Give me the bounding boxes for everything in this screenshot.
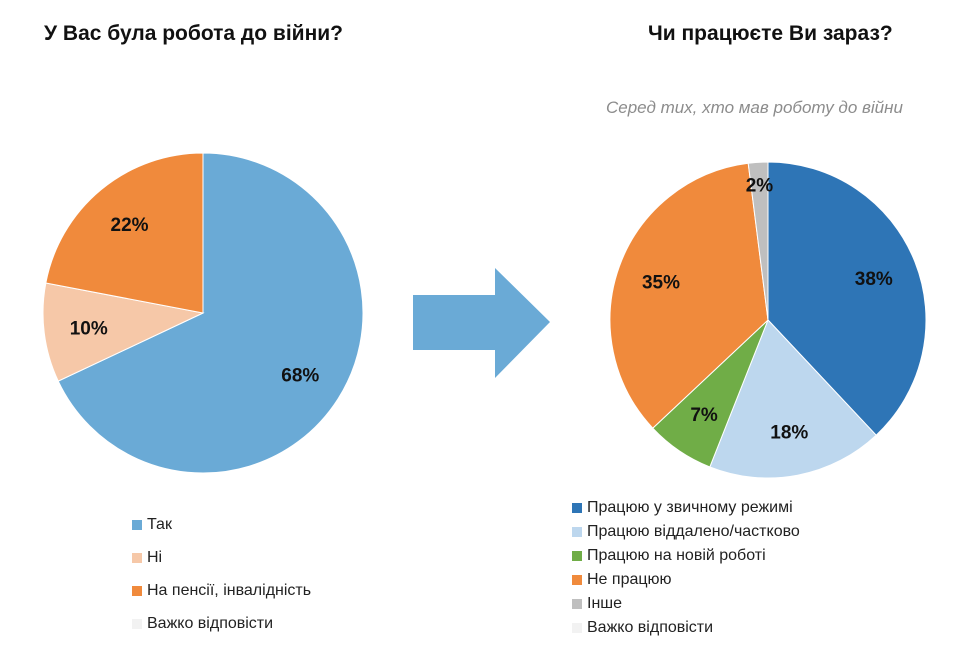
- legend-swatch: [572, 599, 582, 609]
- data-label: 10%: [70, 318, 108, 339]
- legend-label: Важко відповісти: [147, 614, 274, 632]
- left-legend: Так Ні На пенсії, інвалідність Важко відпов…: [132, 508, 311, 640]
- legend-swatch: [572, 503, 582, 513]
- legend-label: Ні: [147, 548, 163, 566]
- pie-slice: [609, 162, 769, 429]
- legend-swatch: [572, 527, 582, 537]
- pie-slice: [767, 161, 927, 436]
- legend-label: Не працюю: [587, 571, 672, 588]
- legend-swatch: [132, 585, 142, 596]
- legend-label: Важко відповісти: [587, 619, 714, 636]
- left-chart-title: У Вас була робота до війни?: [44, 22, 344, 45]
- legend-item: Працюю віддалено/частково: [572, 520, 800, 544]
- right-legend: Працюю у звичному режимі Працюю віддалено…: [572, 496, 800, 640]
- legend-swatch: [132, 552, 142, 563]
- right-chart-subtitle: Серед тих, хто мав роботу до війни: [606, 98, 903, 117]
- arrow-icon: [413, 268, 550, 378]
- legend-swatch: [572, 551, 582, 561]
- legend-item: Працюю на новій роботі: [572, 544, 800, 568]
- data-label: 22%: [111, 215, 149, 236]
- data-label: 38%: [855, 269, 893, 290]
- data-label: 18%: [770, 423, 808, 444]
- legend-label: Так: [147, 515, 172, 533]
- legend-item: Інше: [572, 592, 800, 616]
- legend-label: Працюю на новій роботі: [587, 547, 766, 564]
- legend-label: На пенсії, інвалідність: [147, 581, 312, 599]
- pie-slice: [747, 161, 769, 321]
- left-pie: 68% 10% 22%: [42, 152, 364, 474]
- legend-swatch: [132, 519, 142, 530]
- legend-label: Працюю віддалено/частково: [587, 523, 800, 540]
- data-label: 2%: [746, 175, 774, 196]
- legend-item: На пенсії, інвалідність: [132, 574, 311, 607]
- data-label: 35%: [642, 272, 680, 293]
- data-label: 68%: [281, 366, 319, 387]
- legend-item: Так: [132, 508, 311, 541]
- legend-item: Ні: [132, 541, 311, 574]
- legend-swatch: [572, 575, 582, 585]
- right-pie: 38% 18% 7% 35% 2%: [609, 161, 927, 479]
- pie-slice: [57, 152, 364, 474]
- legend-label: Працюю у звичному режимі: [587, 499, 793, 516]
- legend-item: Важко відповісти: [132, 607, 311, 640]
- pie-slice: [709, 319, 877, 479]
- data-label: 7%: [690, 405, 718, 426]
- legend-item: Працюю у звичному режимі: [572, 496, 800, 520]
- legend-item: Не працюю: [572, 568, 800, 592]
- legend-swatch: [132, 618, 142, 629]
- legend-swatch: [572, 623, 582, 633]
- pie-slice: [45, 152, 204, 314]
- right-chart-title: Чи працюєте Ви зараз?: [648, 22, 893, 45]
- legend-item: Важко відповісти: [572, 616, 800, 640]
- legend-label: Інше: [587, 595, 623, 612]
- pie-slice: [42, 282, 205, 382]
